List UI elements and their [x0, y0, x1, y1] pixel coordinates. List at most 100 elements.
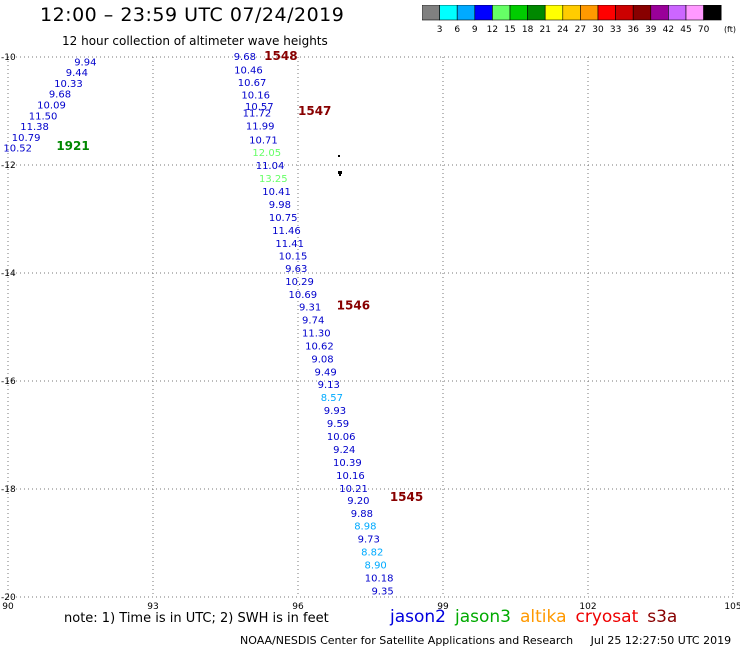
colorbar-label: 9: [472, 25, 478, 35]
swh-value: 9.08: [311, 354, 333, 365]
colorbar-swatch: [509, 5, 528, 21]
x-tick-label: 93: [147, 602, 158, 612]
island-dot: [338, 155, 340, 157]
swh-value: 9.73: [358, 535, 380, 546]
colorbar-swatch: [597, 5, 616, 21]
swh-value: 10.15: [279, 252, 308, 263]
y-tick-label: -12: [1, 161, 16, 171]
colorbar-label: 24: [557, 25, 569, 35]
x-tick-label: 102: [579, 602, 596, 612]
swh-value: 10.41: [262, 187, 291, 198]
swh-value: 8.82: [361, 548, 383, 559]
swh-value: 11.41: [275, 239, 304, 250]
swh-value: 9.74: [302, 315, 324, 326]
swh-value: 10.18: [365, 574, 394, 585]
swh-value: 10.67: [238, 78, 267, 89]
swh-value: 9.68: [234, 52, 256, 63]
colorbar-swatch: [562, 5, 581, 21]
swh-value: 11.30: [302, 328, 331, 339]
track-label: 1546: [337, 298, 370, 312]
footer-note: note: 1) Time is in UTC; 2) SWH is in fe…: [64, 611, 329, 626]
track-id-labels: 1921 1548 1547 1546 1545: [56, 49, 423, 504]
satellite-legend-item: altika: [520, 607, 567, 627]
swh-value: 9.20: [347, 496, 369, 507]
y-tick-label: -18: [1, 485, 16, 495]
swh-value: 10.75: [269, 213, 298, 224]
swh-value: 13.25: [259, 174, 288, 185]
y-tick-label: -16: [1, 377, 16, 387]
colorbar-label: 33: [610, 25, 621, 35]
swh-value: 10.46: [234, 65, 263, 76]
chart-title: 12:00 – 23:59 UTC 07/24/2019: [40, 4, 345, 26]
swh-value: 9.68: [49, 90, 71, 101]
colorbar-label: 3: [437, 25, 443, 35]
satellite-legend-item: jason3: [455, 607, 511, 627]
colorbar-swatch: [703, 5, 722, 21]
track-label: 1545: [390, 490, 423, 504]
satellite-legend-item: cryosat: [575, 607, 639, 627]
track-label: 1921: [56, 139, 89, 153]
colorbar-label: 18: [522, 25, 534, 35]
swh-value: 10.52: [3, 144, 32, 155]
timestamp: Jul 25 12:27:50 UTC 2019: [590, 634, 732, 647]
swh-value: 9.24: [333, 445, 355, 456]
satellite-legend: jason2 jason3 altika cryosat s3a: [390, 607, 686, 627]
swh-value: 10.62: [305, 341, 334, 352]
x-tick-label: 105: [724, 602, 740, 612]
chart-subtitle: 12 hour collection of altimeter wave hei…: [62, 34, 328, 48]
colorbar-swatch: [527, 5, 546, 21]
swh-value: 9.98: [269, 200, 291, 211]
colorbar-label: 6: [454, 25, 460, 35]
axis-tick-labels: 90 93 96 99 102 105 -10 -12 -14 -16 -18 -20: [1, 53, 740, 612]
colorbar-label: 39: [645, 25, 657, 35]
colorbar-label: 21: [539, 25, 550, 35]
island-marks: [338, 155, 342, 176]
colorbar-label: 30: [592, 25, 604, 35]
colorbar-swatch: [456, 5, 476, 21]
credit-text: NOAA/NESDIS Center for Satellite Applica…: [240, 634, 574, 647]
track-label: 1548: [264, 49, 297, 63]
colorbar-unit: (ft): [724, 25, 736, 34]
swh-value: 9.35: [371, 587, 393, 598]
swh-value: 10.29: [285, 277, 314, 288]
map-grid: [7, 56, 734, 598]
swh-value: 10.21: [339, 484, 368, 495]
colorbar-swatch: [544, 5, 564, 21]
colorbar-swatch: [650, 5, 669, 21]
wave-height-values: 9.949.4410.339.6810.0911.5011.3810.7910.…: [3, 52, 393, 598]
x-tick-label: 99: [437, 602, 449, 612]
swh-value: 10.79: [12, 133, 41, 144]
x-tick-label: 96: [292, 602, 304, 612]
colorbar-swatch: [668, 5, 687, 21]
swh-value: 10.16: [336, 471, 365, 482]
colorbar-swatch: [685, 5, 704, 21]
y-tick-label: -20: [1, 593, 16, 603]
swh-value: 10.09: [37, 101, 66, 112]
colorbar-swatch: [474, 5, 493, 21]
colorbar-label: 42: [663, 25, 674, 35]
colorbar-swatch: [615, 5, 634, 21]
y-tick-label: -10: [1, 53, 16, 63]
colorbar-label: 15: [504, 25, 515, 35]
swh-value: 11.38: [20, 122, 49, 133]
colorbar-label: 12: [487, 25, 498, 35]
swh-value: 10.39: [333, 458, 362, 469]
colorbar-label: 70: [698, 25, 710, 35]
swh-value: 8.90: [365, 561, 387, 572]
swh-value: 9.59: [327, 419, 349, 430]
swh-value: 11.04: [256, 161, 285, 172]
swh-value: 11.50: [29, 111, 58, 122]
swh-value: 12.05: [252, 148, 281, 159]
swh-value: 9.63: [285, 264, 307, 275]
swh-value: 9.94: [74, 57, 96, 68]
swh-value: 8.98: [354, 522, 376, 533]
swh-value: 10.16: [241, 90, 270, 101]
swh-value: 9.49: [314, 367, 336, 378]
colorbar-label: 27: [575, 25, 586, 35]
colorbar-swatch: [439, 5, 458, 21]
colorbar-swatch: [422, 5, 440, 21]
swh-value: 10.69: [289, 290, 318, 301]
swh-value: 9.13: [318, 380, 340, 391]
swh-value: 9.31: [299, 302, 321, 313]
island-dot: [339, 174, 341, 176]
